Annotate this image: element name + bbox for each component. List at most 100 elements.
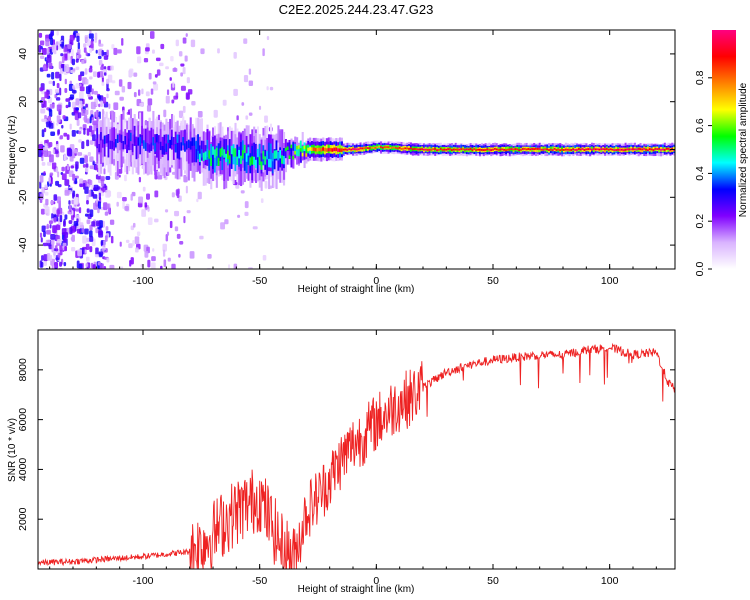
snr-marks bbox=[38, 342, 675, 569]
spectrogram-speckle bbox=[40, 208, 45, 215]
spectrogram-speckle bbox=[68, 200, 71, 205]
spectrogram-speckle bbox=[103, 168, 106, 175]
spectrogram-speckle bbox=[61, 56, 65, 64]
spectrogram-speckle bbox=[133, 92, 137, 98]
spectrogram-speckle bbox=[40, 261, 44, 268]
snr-x-label: Height of straight line (km) bbox=[298, 584, 415, 595]
spectrogram-cell bbox=[611, 148, 614, 151]
spectrogram-speckle bbox=[54, 89, 60, 94]
spectrogram-cell bbox=[180, 142, 183, 151]
spectrogram-speckle bbox=[137, 89, 141, 96]
spectrogram-speckle bbox=[97, 208, 100, 214]
spectrogram-cell bbox=[465, 148, 469, 151]
spectrogram-speckle bbox=[84, 155, 88, 164]
spectrogram-cell bbox=[596, 148, 599, 151]
spectrogram-cell bbox=[460, 148, 463, 150]
spectrogram-cell bbox=[150, 142, 153, 152]
spectrogram-speckle bbox=[54, 261, 59, 269]
spectrogram-cell bbox=[320, 148, 323, 152]
spectrogram-cell bbox=[107, 133, 110, 143]
spectrogram-cell bbox=[648, 148, 651, 151]
spectrogram-speckle bbox=[52, 225, 57, 234]
spectrogram-cell bbox=[647, 146, 650, 152]
spectrogram-speckle bbox=[172, 67, 178, 72]
spectrogram-speckle bbox=[63, 53, 68, 61]
spectrogram-speckle bbox=[55, 245, 58, 250]
spectrogram-speckle bbox=[47, 161, 52, 166]
spectrogram-cell bbox=[387, 146, 390, 149]
spectrogram-speckle bbox=[86, 200, 89, 205]
spectrogram-speckle bbox=[89, 165, 94, 170]
spectrogram-cell bbox=[288, 142, 291, 151]
spectrogram-cell bbox=[290, 144, 293, 149]
spectrogram-speckle bbox=[166, 89, 170, 96]
spectrogram-cell bbox=[426, 148, 429, 151]
spectrogram-cell bbox=[305, 145, 308, 154]
spectrogram-speckle bbox=[43, 149, 49, 157]
spectrogram-cell bbox=[174, 144, 177, 153]
spectrogram-cell bbox=[492, 148, 495, 151]
spectrogram-speckle bbox=[160, 265, 163, 269]
spectrogram-speckle bbox=[64, 214, 68, 220]
spectrogram-speckle bbox=[56, 122, 59, 126]
spectrogram-speckle bbox=[78, 222, 84, 229]
spectrogram-cell bbox=[546, 148, 549, 151]
spectrogram-cell bbox=[370, 146, 373, 149]
spectrogram-cell bbox=[247, 147, 250, 156]
spectrogram-cell bbox=[144, 142, 147, 151]
spectrogram-speckle bbox=[98, 48, 103, 56]
spectrogram-speckle bbox=[73, 197, 79, 205]
spectrogram-cell bbox=[464, 148, 467, 151]
snr-x-tick-label: -50 bbox=[252, 575, 267, 587]
spectrogram-cell bbox=[544, 148, 547, 151]
spectrogram-speckle bbox=[72, 85, 76, 90]
spectrogram-speckle bbox=[78, 207, 82, 214]
spectrogram-speckle bbox=[241, 102, 245, 106]
spectrogram-speckle bbox=[74, 149, 78, 154]
spectrogram-cell bbox=[219, 148, 222, 157]
spectrogram-speckle bbox=[50, 201, 54, 205]
spectrogram-speckle bbox=[191, 100, 196, 106]
spectrogram-cell bbox=[156, 133, 159, 143]
spectrogram-cell bbox=[189, 141, 192, 150]
spectrogram-speckle bbox=[43, 127, 47, 133]
spectrogram-cell bbox=[191, 137, 194, 146]
spectrogram-speckle bbox=[53, 51, 57, 55]
spectrogram-speckle bbox=[75, 208, 81, 212]
spectrogram-cell bbox=[350, 148, 353, 151]
spectrogram-cell bbox=[296, 145, 299, 150]
spectrogram-speckle bbox=[73, 221, 79, 226]
spectrogram-cell bbox=[146, 143, 149, 152]
spectrogram-cell bbox=[507, 148, 510, 151]
spectrogram-speckle bbox=[41, 225, 46, 233]
spectrogram-speckle bbox=[173, 95, 179, 100]
spectrogram-y-label: Frequency (Hz) bbox=[7, 116, 18, 185]
spectrogram-cell bbox=[131, 143, 134, 153]
spectrogram-speckle bbox=[81, 141, 85, 150]
spectrogram-cell bbox=[619, 148, 622, 151]
spectrogram-cell bbox=[116, 133, 119, 154]
spectrogram-speckle bbox=[39, 175, 44, 183]
spectrogram-cell bbox=[331, 148, 334, 152]
spectrogram-speckle bbox=[92, 134, 96, 142]
spectrogram-cell bbox=[661, 148, 665, 151]
spectrogram-speckle bbox=[166, 231, 170, 236]
spectrogram-cell bbox=[587, 148, 590, 151]
spectrogram-cell bbox=[148, 144, 151, 153]
spectrogram-speckle bbox=[56, 82, 60, 89]
spectrogram-cell bbox=[255, 159, 258, 169]
spectrogram-speckle bbox=[122, 201, 125, 209]
spectrogram-speckle bbox=[237, 214, 241, 218]
spectrogram-cell bbox=[286, 148, 289, 165]
spectrogram-speckle bbox=[132, 222, 136, 228]
spectrogram-speckle bbox=[98, 103, 101, 108]
spectrogram-speckle bbox=[41, 155, 44, 162]
spectrogram-speckle bbox=[43, 230, 46, 238]
spectrogram-speckle bbox=[57, 238, 62, 244]
spectrogram-speckle bbox=[85, 103, 88, 108]
colorbar: 0.0 0.2 0.4 0.6 0.8 Normalized spectral ampl… bbox=[694, 30, 749, 276]
spectrogram-cell bbox=[253, 142, 256, 163]
spectrogram-speckle bbox=[136, 231, 141, 236]
spectrogram-cell bbox=[488, 148, 491, 151]
spectrogram-speckle bbox=[86, 208, 90, 213]
